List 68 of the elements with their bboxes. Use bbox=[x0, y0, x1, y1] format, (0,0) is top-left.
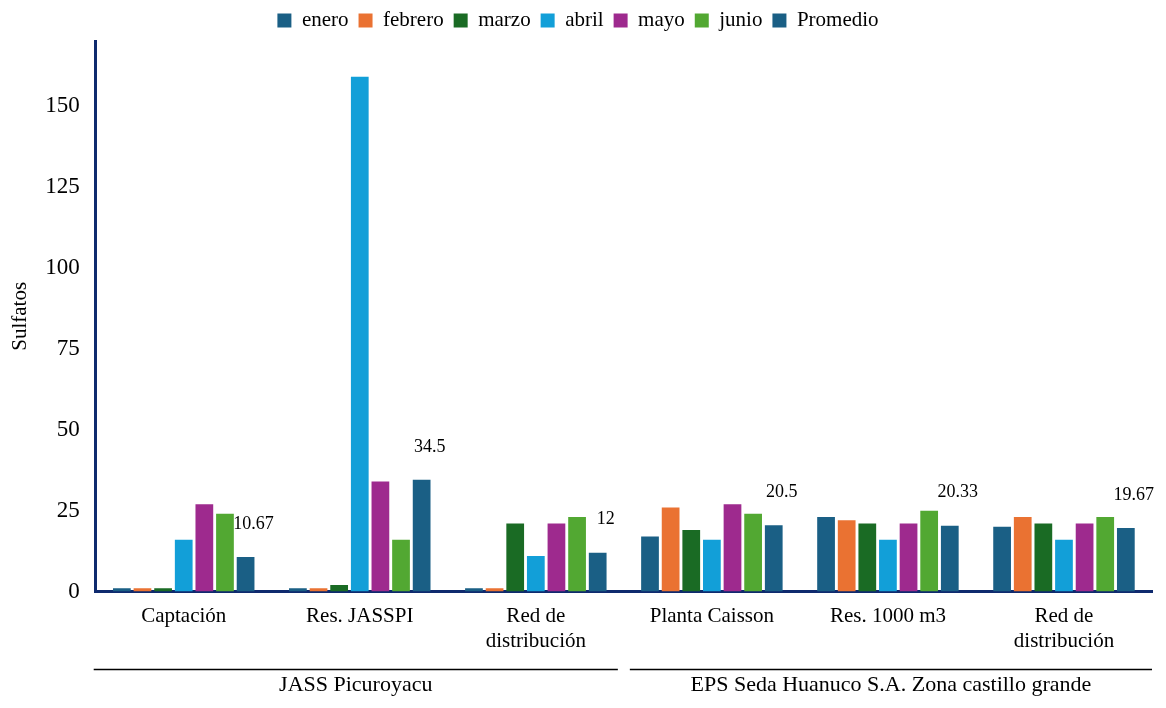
bar bbox=[920, 510, 939, 592]
bar bbox=[723, 504, 742, 592]
data-label: 10.67 bbox=[233, 512, 274, 533]
bar bbox=[993, 526, 1011, 592]
bar bbox=[465, 588, 483, 592]
legend-label: febrero bbox=[383, 7, 444, 32]
y-tick-label: 0 bbox=[68, 577, 80, 603]
bar bbox=[744, 513, 762, 592]
x-tick-label: Captación bbox=[141, 602, 227, 627]
bar bbox=[289, 588, 307, 592]
bar bbox=[330, 585, 349, 592]
bar bbox=[858, 523, 877, 592]
y-tick-label: 125 bbox=[45, 172, 80, 198]
y-tick-label: 75 bbox=[56, 334, 80, 360]
bar bbox=[412, 479, 431, 592]
x-tick-label: Res. JASSPI bbox=[306, 602, 414, 627]
bar bbox=[703, 539, 721, 592]
y-tick-label: 150 bbox=[45, 91, 80, 117]
bar bbox=[837, 520, 856, 592]
legend-label: Promedio bbox=[796, 7, 879, 32]
legend-label: abril bbox=[565, 7, 604, 32]
bar bbox=[236, 557, 255, 592]
bar bbox=[526, 555, 545, 592]
data-label: 20.5 bbox=[765, 480, 798, 501]
bar bbox=[174, 539, 193, 592]
bar bbox=[216, 513, 234, 592]
legend-label: junio bbox=[718, 7, 763, 32]
bar bbox=[392, 539, 410, 592]
bar bbox=[154, 588, 172, 592]
bar bbox=[195, 504, 214, 592]
bar bbox=[1013, 517, 1032, 592]
bar bbox=[350, 76, 369, 592]
legend-label: mayo bbox=[638, 7, 685, 32]
bar bbox=[661, 507, 680, 592]
bar bbox=[371, 481, 390, 592]
text: JASS Picuroyacu bbox=[279, 671, 433, 697]
bar bbox=[588, 552, 607, 592]
x-tick-label: Res. 1000 m3 bbox=[829, 602, 946, 627]
bar bbox=[764, 525, 783, 592]
data-label: 20.33 bbox=[937, 481, 979, 502]
bar bbox=[1075, 523, 1094, 592]
bar bbox=[1116, 527, 1135, 592]
bar bbox=[940, 525, 959, 592]
data-label: 34.5 bbox=[413, 435, 446, 456]
x-tick-label: Red de distribución bbox=[485, 602, 587, 652]
y-tick-label: 25 bbox=[56, 496, 80, 522]
text: EPS Seda Huanuco S.A. Zona castillo grande bbox=[690, 671, 1092, 697]
legend-label: enero bbox=[301, 7, 349, 32]
x-tick-label: Red de distribución bbox=[1013, 602, 1115, 652]
data-label: 12 bbox=[596, 508, 615, 529]
x-tick-label: Planta Caisson bbox=[649, 602, 775, 627]
data-label: 19.67 bbox=[1113, 483, 1155, 504]
bar bbox=[879, 539, 897, 592]
bar bbox=[568, 517, 586, 592]
bar bbox=[899, 523, 918, 592]
bar bbox=[817, 517, 835, 592]
y-axis-title: Sulfatos bbox=[7, 281, 32, 351]
bar bbox=[1055, 539, 1073, 592]
y-tick-label: 50 bbox=[56, 415, 80, 441]
bar bbox=[641, 536, 659, 592]
bar bbox=[1034, 523, 1053, 592]
bar bbox=[506, 523, 525, 592]
bar bbox=[547, 523, 566, 592]
legend-label: marzo bbox=[478, 7, 531, 32]
bar bbox=[112, 588, 131, 592]
bar bbox=[1096, 517, 1115, 592]
y-tick-label: 100 bbox=[45, 253, 80, 279]
bar bbox=[682, 530, 701, 592]
